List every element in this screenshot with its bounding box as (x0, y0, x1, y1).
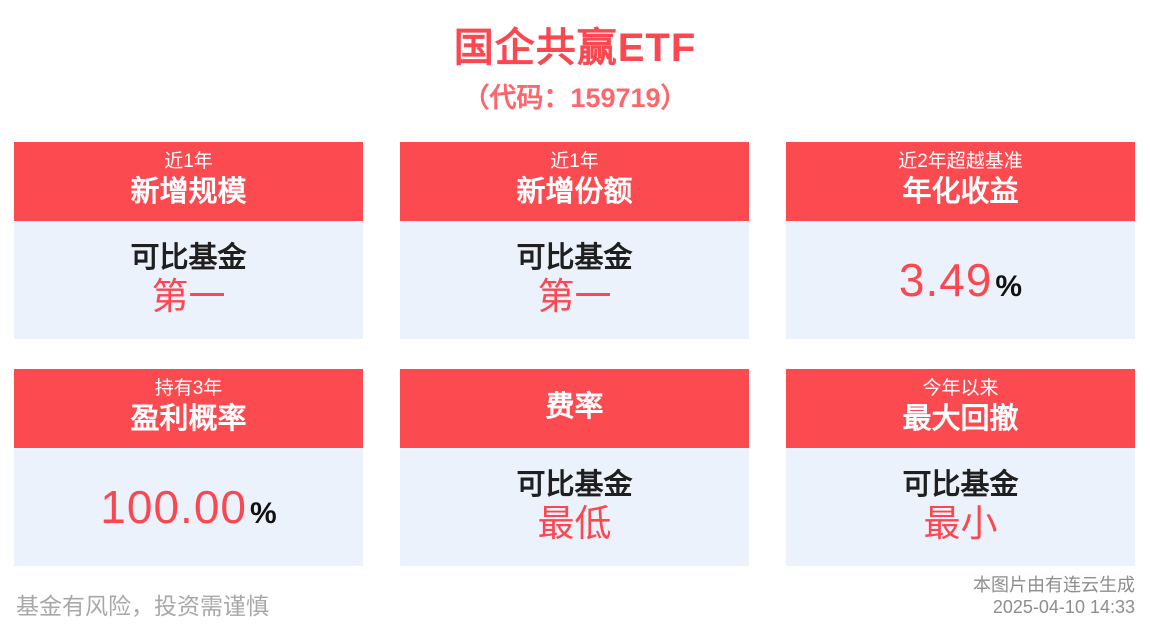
card-header: 持有3年 盈利概率 (14, 368, 363, 448)
card-header-metric: 盈利概率 (130, 403, 247, 436)
card-body-label: 可比基金 (130, 242, 247, 275)
stat-card-annualized-return: 近2年超越基准 年化收益 3.49 % (786, 141, 1135, 339)
card-header: 费率 (400, 368, 749, 448)
card-body: 可比基金 最小 (786, 447, 1135, 566)
metric-unit: % (250, 496, 277, 530)
card-body-value: 3.49 % (899, 253, 1022, 307)
stat-card-new-shares: 近1年 新增份额 可比基金 第一 (400, 141, 749, 339)
card-header-period: 近1年 (164, 151, 213, 173)
stat-card-fee-rate: 费率 可比基金 最低 (400, 368, 749, 566)
card-body-value: 100.00 % (100, 480, 276, 534)
card-header-period: 持有3年 (154, 378, 223, 400)
card-body-label: 可比基金 (902, 469, 1019, 502)
card-header-period: 近1年 (550, 151, 599, 173)
card-header-metric: 费率 (545, 391, 604, 424)
credit-source: 本图片由有连云生成 (973, 575, 1135, 595)
card-header: 近2年超越基准 年化收益 (786, 141, 1135, 221)
card-body-highlight: 最低 (537, 502, 612, 544)
card-body-label: 可比基金 (516, 469, 633, 502)
fund-code-subtitle: （代码：159719） (462, 83, 688, 113)
card-header-metric: 新增规模 (130, 176, 247, 209)
card-body: 可比基金 最低 (400, 447, 749, 566)
card-body: 100.00 % (14, 447, 363, 566)
card-header-metric: 新增份额 (516, 176, 633, 209)
card-header-metric: 年化收益 (902, 176, 1019, 209)
card-body-label: 可比基金 (516, 242, 633, 275)
page-title: 国企共赢ETF (453, 26, 697, 70)
metric-unit: % (995, 269, 1023, 303)
stat-card-max-drawdown: 今年以来 最大回撤 可比基金 最小 (786, 368, 1135, 566)
stat-card-new-scale: 近1年 新增规模 可比基金 第一 (14, 141, 363, 339)
metric-value: 100.00 (100, 480, 247, 533)
card-body-highlight: 第一 (151, 275, 226, 317)
card-body: 可比基金 第一 (400, 220, 749, 339)
card-header: 近1年 新增规模 (14, 141, 363, 221)
risk-disclaimer: 基金有风险，投资需谨慎 (16, 593, 269, 619)
metric-value: 3.49 (898, 253, 993, 306)
card-body-highlight: 最小 (923, 502, 998, 544)
card-body: 3.49 % (786, 220, 1135, 339)
stat-card-grid: 近1年 新增规模 可比基金 第一 近1年 新增份额 可比基金 第一 近2年超越基… (14, 141, 1135, 566)
stat-card-profit-probability: 持有3年 盈利概率 100.00 % (14, 368, 363, 566)
card-header-period: 近2年超越基准 (898, 151, 1023, 173)
card-body-highlight: 第一 (537, 275, 612, 317)
card-header-metric: 最大回撤 (902, 403, 1019, 436)
card-header: 今年以来 最大回撤 (786, 368, 1135, 448)
card-body: 可比基金 第一 (14, 220, 363, 339)
image-credit: 本图片由有连云生成 2025-04-10 14:33 (973, 575, 1135, 619)
card-header: 近1年 新增份额 (400, 141, 749, 221)
credit-timestamp: 2025-04-10 14:33 (992, 596, 1135, 617)
card-header-period: 今年以来 (922, 378, 999, 400)
